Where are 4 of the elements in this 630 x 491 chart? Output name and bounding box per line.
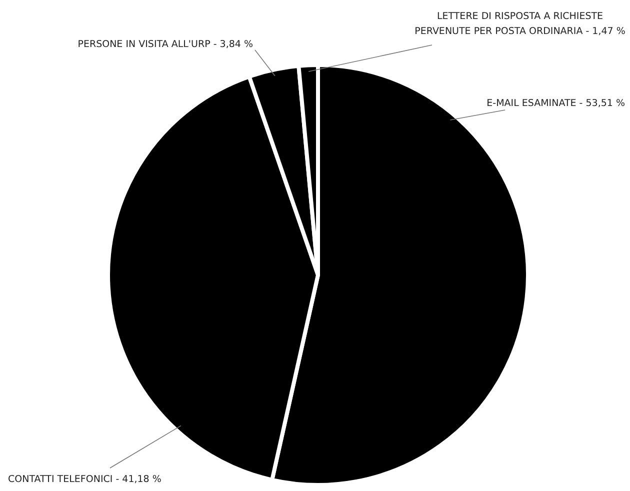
slice-label: LETTERE DI RISPOSTA A RICHIESTE PERVENUTE PER POSTA ORDINARIA - 1,47 % (414, 11, 626, 37)
slice-label: PERSONE IN VISITA ALL'URP - 3,84 % (78, 39, 253, 50)
slice-label: E-MAIL ESAMINATE - 53,51 % (486, 98, 625, 109)
slice-label: CONTATTI TELEFONICI - 41,18 % (8, 474, 162, 485)
